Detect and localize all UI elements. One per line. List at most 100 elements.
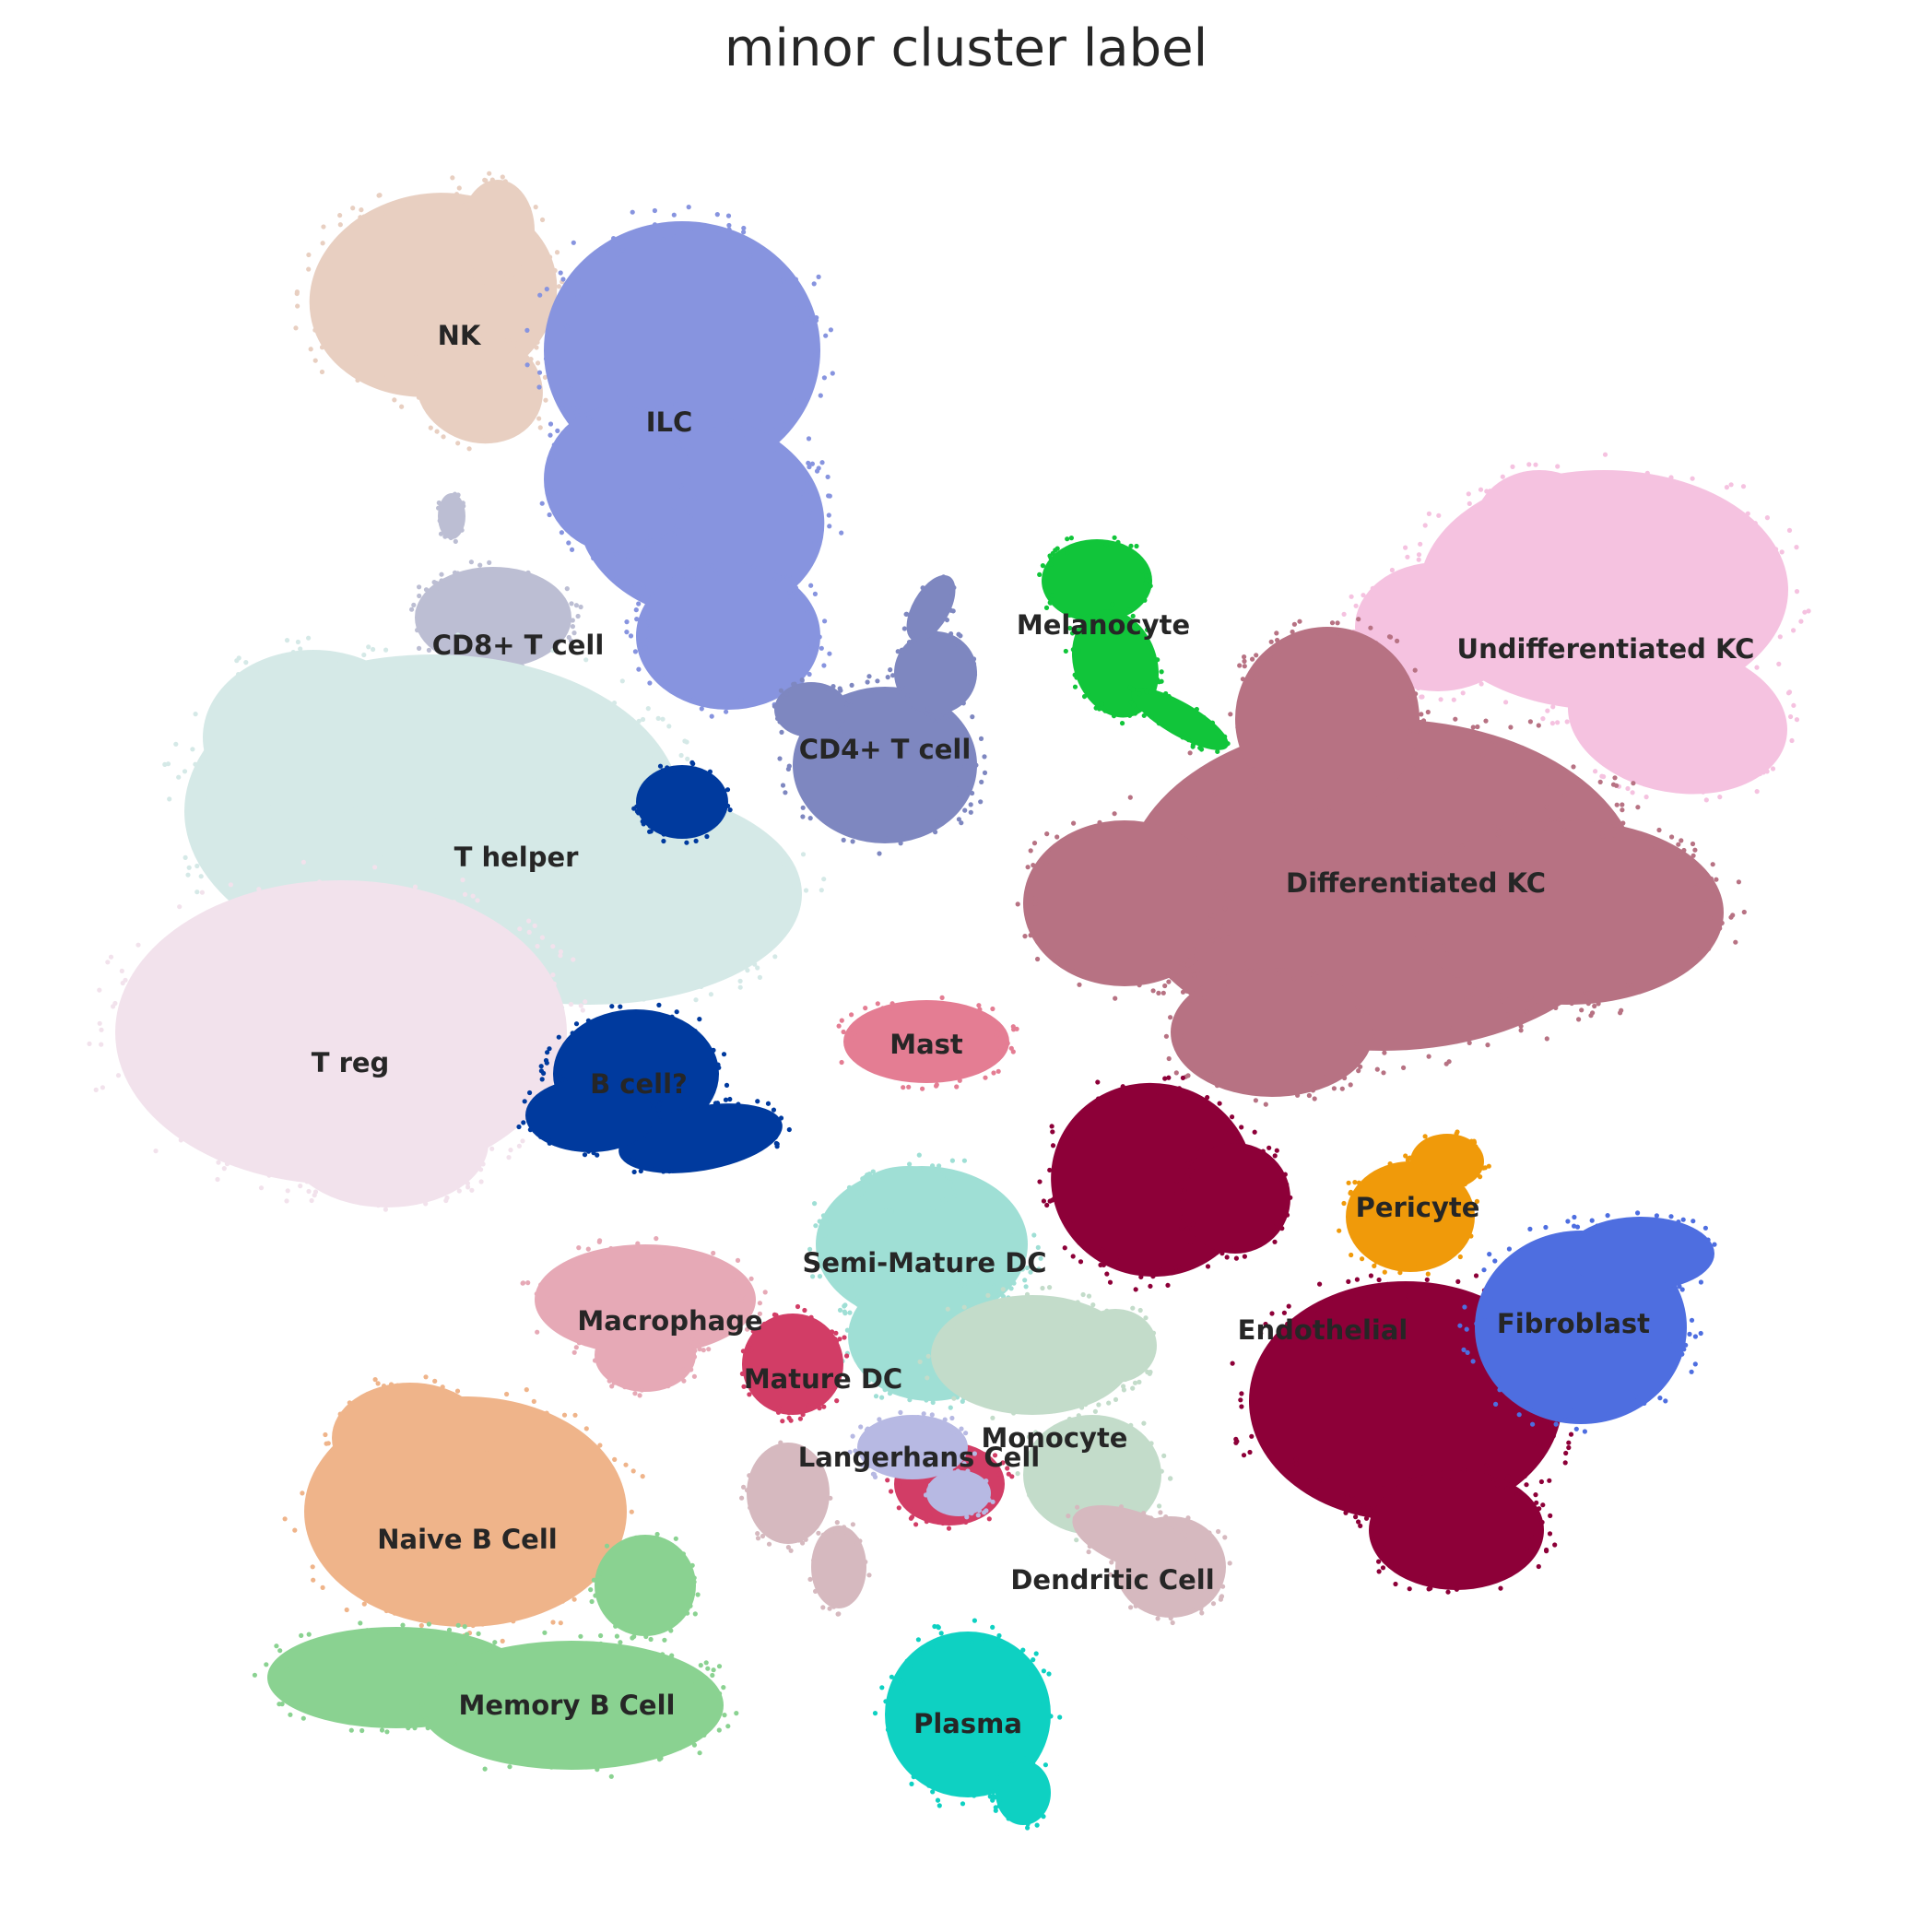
cluster-point	[415, 684, 420, 690]
cluster-fibroblast	[1457, 1210, 1717, 1434]
cluster-point	[1746, 531, 1751, 536]
cluster-point	[358, 1630, 363, 1635]
cluster-point	[739, 432, 746, 438]
cluster-point	[947, 711, 952, 717]
cluster-point	[1130, 1597, 1136, 1603]
cluster-point	[1481, 1580, 1487, 1585]
cluster-point	[1232, 1244, 1238, 1251]
cluster-point	[1049, 1124, 1054, 1129]
cluster-point	[744, 1488, 750, 1493]
cluster-point	[806, 460, 811, 466]
cluster-point	[193, 770, 198, 775]
cluster-point	[309, 1639, 314, 1644]
cluster-point	[548, 277, 553, 283]
cluster-point	[1216, 885, 1221, 890]
cluster-point	[1141, 713, 1147, 718]
cluster-point	[791, 396, 796, 402]
cluster-point	[1050, 1143, 1056, 1149]
cluster-point	[1049, 1197, 1054, 1203]
cluster-point	[1572, 1214, 1577, 1220]
cluster-point	[601, 786, 607, 792]
cluster-point	[666, 724, 672, 729]
cluster-point	[450, 175, 455, 181]
cluster-point	[1023, 1284, 1029, 1290]
cluster-point	[282, 1695, 288, 1701]
cluster-point	[282, 1516, 288, 1522]
cluster-point	[1155, 1090, 1161, 1095]
cluster-point	[195, 926, 201, 932]
cluster-point	[1095, 1079, 1101, 1085]
cluster-point	[1104, 1550, 1110, 1557]
cluster-point	[455, 441, 461, 446]
cluster-point	[1395, 638, 1400, 644]
cluster-point	[1789, 737, 1795, 744]
cluster-point	[1620, 802, 1625, 807]
cluster-point	[1403, 1153, 1408, 1159]
cluster-point	[506, 572, 512, 578]
cluster-point	[297, 886, 302, 891]
cluster-point-clouds	[87, 171, 1811, 1831]
cluster-point	[975, 1513, 981, 1518]
cluster-point	[1620, 993, 1625, 998]
cluster-point	[271, 1663, 277, 1668]
cluster-point	[1253, 676, 1258, 681]
cluster-point	[1111, 713, 1117, 719]
cluster-point	[805, 489, 811, 494]
cluster-point	[1309, 1488, 1314, 1493]
cluster-point	[1220, 783, 1226, 789]
cluster-point	[1118, 1582, 1124, 1587]
cluster-point	[1353, 1235, 1359, 1241]
cluster-point	[951, 1185, 957, 1191]
cluster-point	[350, 206, 356, 211]
cluster-point	[418, 1679, 424, 1685]
cluster-point	[1275, 637, 1280, 643]
cluster-point	[487, 560, 492, 566]
cluster-point	[946, 606, 952, 612]
cluster-point	[526, 346, 533, 352]
cluster-point	[772, 954, 778, 960]
cluster-point	[1610, 659, 1617, 665]
cluster-point	[320, 241, 325, 246]
cluster-naive-b-cell	[282, 1374, 645, 1643]
cluster-point	[1543, 1224, 1549, 1231]
cluster-point	[539, 1077, 545, 1082]
cluster-point	[1074, 1235, 1079, 1241]
cluster-point	[614, 1633, 620, 1639]
cluster-point	[478, 661, 484, 666]
cluster-point	[528, 357, 534, 362]
cluster-point	[1038, 1685, 1043, 1690]
cluster-point	[970, 790, 975, 796]
cluster-point	[555, 428, 560, 433]
cluster-point	[680, 1551, 687, 1557]
cluster-point	[1365, 1505, 1371, 1511]
cluster-point	[571, 1596, 577, 1602]
cluster-point	[559, 530, 565, 536]
cluster-point	[536, 1020, 542, 1027]
cluster-point	[339, 363, 345, 369]
cluster-point	[1356, 1519, 1361, 1525]
cluster-point	[295, 639, 300, 645]
cluster-point	[982, 1452, 987, 1457]
cluster-point	[1393, 1581, 1398, 1587]
cluster-point	[1251, 767, 1256, 772]
cluster-point	[813, 342, 819, 348]
cluster-point	[292, 1527, 298, 1533]
cluster-point	[406, 1726, 411, 1731]
cluster-point	[1552, 1542, 1558, 1548]
cluster-point	[1105, 1420, 1111, 1426]
cluster-point	[225, 1136, 230, 1141]
cluster-point	[611, 1380, 618, 1385]
cluster-point	[1476, 1152, 1481, 1158]
cluster-point	[1773, 547, 1779, 552]
cluster-point	[813, 1588, 819, 1594]
cluster-point	[1458, 532, 1464, 538]
cluster-point	[476, 1631, 481, 1636]
cluster-point	[1584, 551, 1589, 557]
cluster-point	[1492, 1293, 1498, 1299]
cluster-point	[730, 1278, 736, 1283]
cluster-point	[772, 1135, 778, 1140]
cluster-point	[645, 619, 652, 625]
cluster-point	[348, 821, 354, 827]
cluster-point	[178, 1137, 183, 1143]
cluster-region	[906, 574, 956, 642]
